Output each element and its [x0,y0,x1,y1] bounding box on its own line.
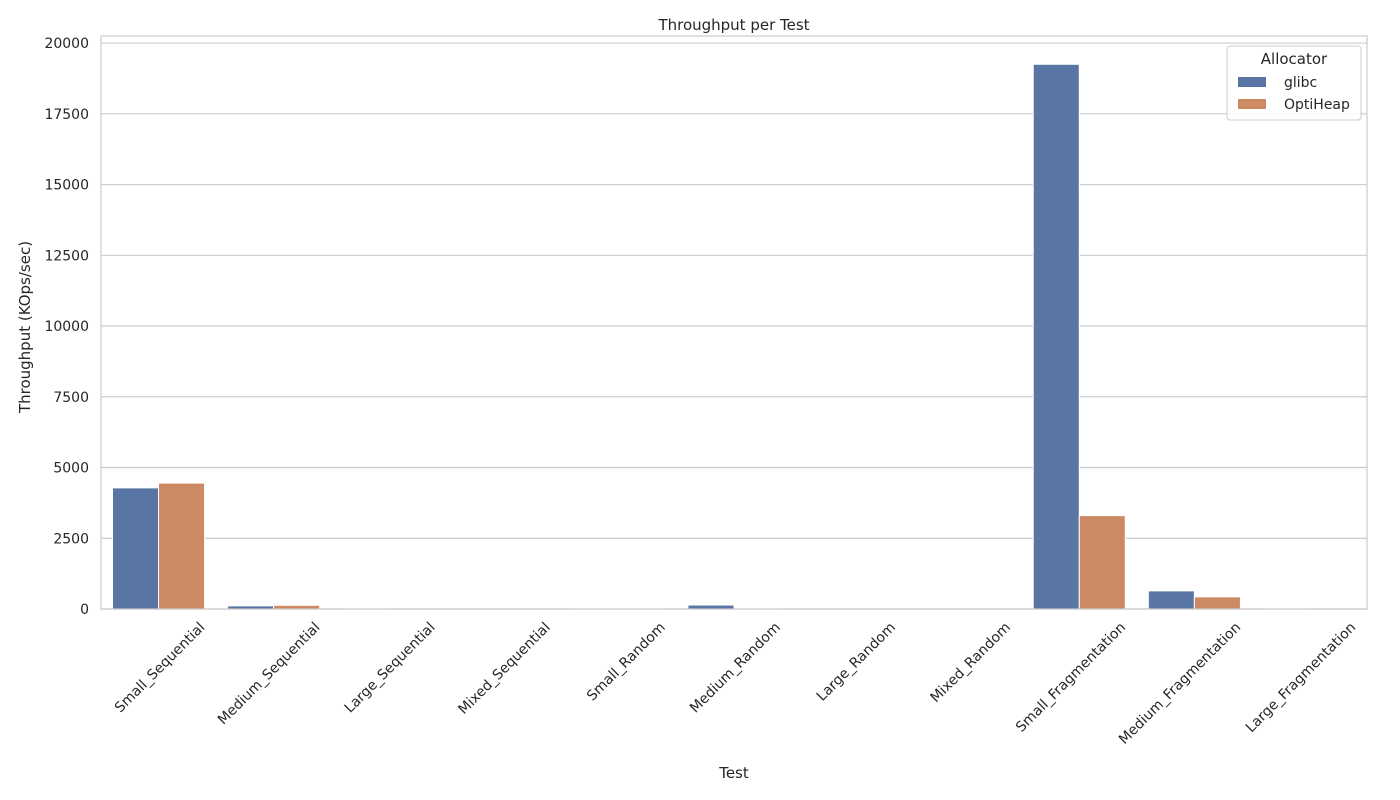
legend: Allocator glibc OptiHeap [1226,45,1362,121]
y-tick-label: 12500 [44,248,89,264]
y-tick-label: 7500 [53,390,89,406]
bar-glibc-small-fragmentation [1032,63,1080,610]
bar-glibc-medium-fragmentation [1147,590,1195,610]
legend-title: Allocator [1261,50,1328,68]
y-tick-label: 17500 [44,107,89,123]
y-axis-title: Throughput (KOps/sec) [16,241,34,414]
y-tick-label: 5000 [53,461,89,477]
bar-optiheap-medium-fragmentation [1193,596,1241,610]
y-tick-label: 10000 [44,319,89,335]
y-tick-label: 0 [80,602,89,618]
plot-frame [100,35,1368,610]
bar-glibc-small-sequential [112,487,160,610]
x-axis-title: Test [718,764,749,782]
y-tick-label: 15000 [44,178,89,194]
legend-label-optiheap: OptiHeap [1284,97,1350,113]
legend-swatch-glibc [1238,77,1266,87]
y-tick-label: 20000 [44,36,89,52]
chart-title: Throughput per Test [657,16,809,34]
y-tick-labels: 0 2500 5000 7500 10000 12500 15000 17500 20000 [44,36,89,618]
y-tick-label: 2500 [53,531,89,547]
bar-optiheap-small-sequential [158,482,206,610]
bars [112,63,1356,610]
legend-label-glibc: glibc [1284,75,1317,91]
bar-optiheap-small-fragmentation [1078,515,1126,610]
legend-swatch-optiheap [1238,99,1266,109]
